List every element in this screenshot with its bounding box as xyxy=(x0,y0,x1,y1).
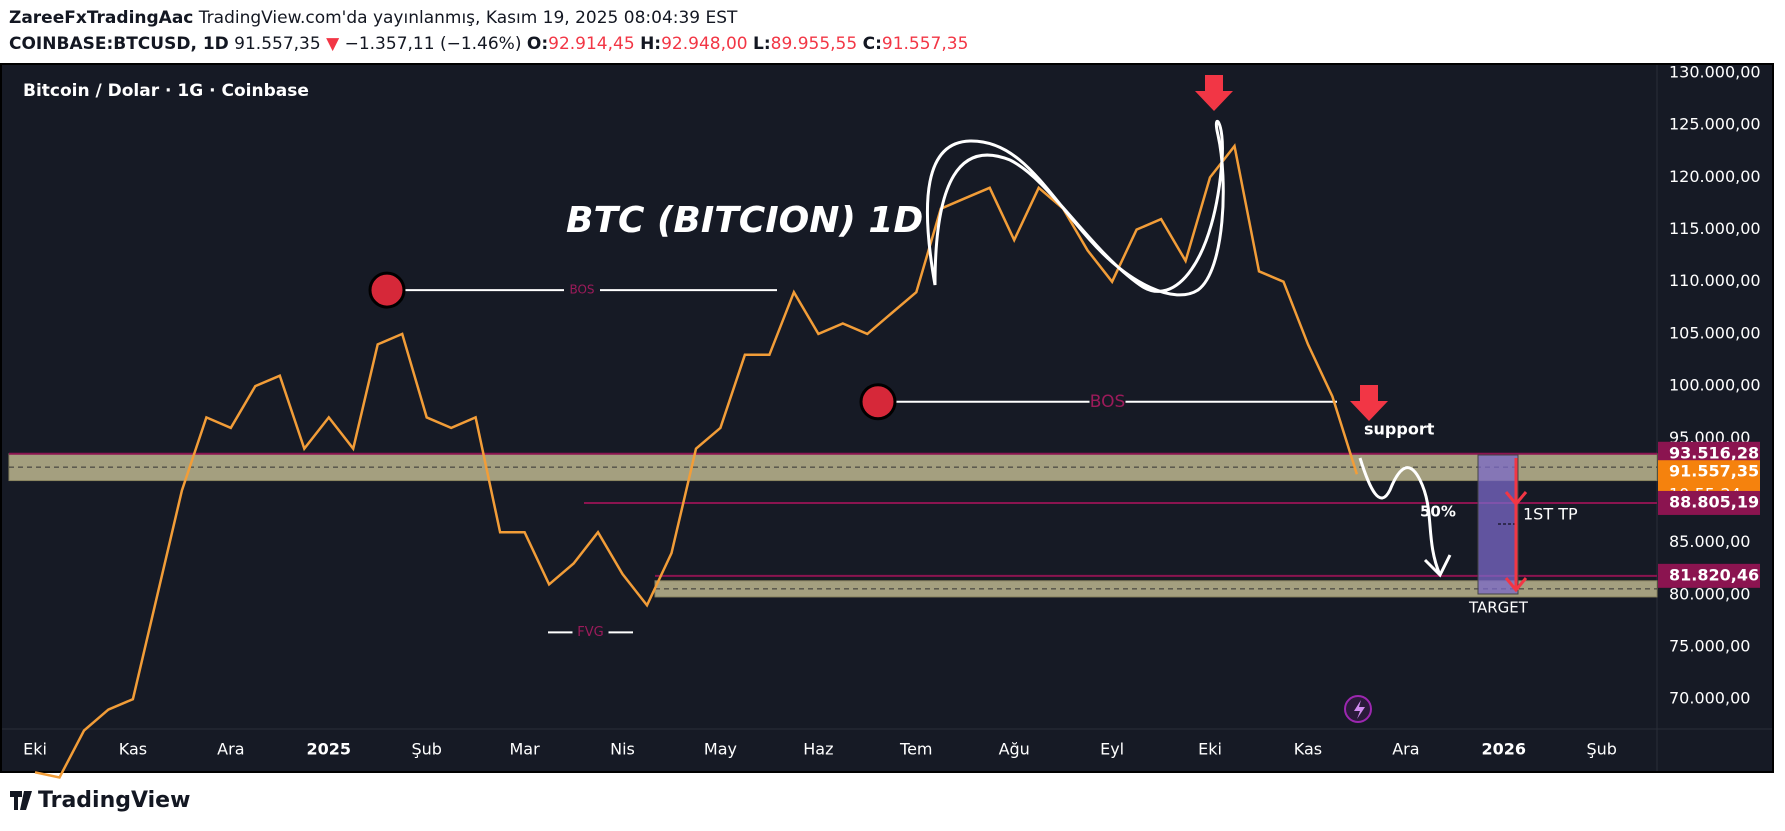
x-tick-label: Eki xyxy=(1198,740,1222,759)
price-line-series xyxy=(34,143,1359,779)
y-tick-label: 110.000,00 xyxy=(1669,271,1761,290)
projection-arrowhead xyxy=(1423,554,1452,578)
y-tick-label: 100.000,00 xyxy=(1669,376,1761,395)
y-tick-label: 130.000,00 xyxy=(1669,63,1761,82)
annotation: 50% xyxy=(1420,503,1456,521)
pattern-sketch xyxy=(925,119,1225,297)
y-tick-label: 85.000,00 xyxy=(1669,532,1750,551)
chart-title: BTC (BITCION) 1D xyxy=(566,200,923,241)
quote-line: COINBASE:BTCUSD, 1D 91.557,35 ▼ −1.357,1… xyxy=(9,34,968,54)
level-label: BOS xyxy=(1090,392,1126,412)
x-tick-label: Eki xyxy=(23,740,47,759)
x-tick-label: Mar xyxy=(510,740,541,759)
x-tick-label: 2026 xyxy=(1482,740,1527,759)
price-label: 93.516,28 xyxy=(1669,443,1759,462)
h-label: H: xyxy=(640,34,661,54)
projection-path xyxy=(1358,457,1442,576)
support-arrow xyxy=(1350,385,1388,421)
chart-frame xyxy=(0,63,1774,773)
y-tick-label: 70.000,00 xyxy=(1669,689,1750,708)
x-tick-label: Şub xyxy=(411,740,441,759)
h: 92.948,00 xyxy=(661,34,748,54)
x-tick-label: 2025 xyxy=(306,740,351,759)
y-tick-label: 105.000,00 xyxy=(1669,323,1761,342)
published: TradingView.com'da yayınlanmış, Kasım 19… xyxy=(198,8,738,28)
price-label: 88.805,19 xyxy=(1669,492,1759,511)
change: −1.357,11 (−1.46%) xyxy=(345,34,522,54)
level-label-bg xyxy=(564,281,600,300)
x-tick-label: Eyl xyxy=(1100,740,1124,759)
c-label: C: xyxy=(863,34,882,54)
x-tick-label: Haz xyxy=(803,740,833,759)
target-box xyxy=(1477,454,1519,595)
price-label-box xyxy=(1658,490,1760,515)
level-label-bg xyxy=(572,623,609,642)
annotation: 1ST TP xyxy=(1523,505,1578,524)
x-tick-label: Ara xyxy=(217,740,244,759)
x-tick-label: Ara xyxy=(1392,740,1419,759)
target-arrowheads xyxy=(1504,491,1528,593)
alert-bolt xyxy=(1354,700,1365,719)
price-label: 81.820,46 xyxy=(1669,565,1759,584)
brand: TradingView xyxy=(38,788,190,813)
annotation: TARGET xyxy=(1468,599,1529,617)
x-tick-label: Şub xyxy=(1586,740,1616,759)
y-tick-label: 75.000,00 xyxy=(1669,637,1750,656)
annotation: support xyxy=(1364,420,1435,439)
o-label: O: xyxy=(527,34,548,54)
l-label: L: xyxy=(753,34,771,54)
logo-mark xyxy=(10,791,32,810)
level-label-bg xyxy=(1089,392,1126,411)
level-label: BOS xyxy=(569,283,594,297)
price-label: 91.557,35 xyxy=(1669,462,1759,481)
last: 91.557,35 xyxy=(234,34,321,54)
level-label: FVG xyxy=(577,625,603,640)
x-tick-label: Nis xyxy=(610,740,635,759)
x-tick-label: Kas xyxy=(1294,740,1322,759)
l: 89.955,55 xyxy=(771,34,858,54)
y-tick-label: 115.000,00 xyxy=(1669,219,1761,238)
chart-subtitle: Bitcoin / Dolar · 1G · Coinbase xyxy=(23,81,309,101)
x-tick-label: Ağu xyxy=(999,740,1030,759)
header-line: ZareeFxTradingAac TradingView.com'da yay… xyxy=(9,8,738,28)
top-arrow xyxy=(1195,75,1233,111)
y-tick-label: 80.000,00 xyxy=(1669,584,1750,603)
change-arrow: ▼ xyxy=(326,34,340,54)
x-tick-label: May xyxy=(704,740,737,759)
y-tick-label: 125.000,00 xyxy=(1669,115,1761,134)
price-label-box xyxy=(1658,563,1760,588)
c: 91.557,35 xyxy=(882,34,969,54)
level-point xyxy=(859,383,897,421)
y-tick-label: 120.000,00 xyxy=(1669,167,1761,186)
plot: BOS BOS FVG xyxy=(8,143,1658,779)
author: ZareeFxTradingAac xyxy=(9,8,193,28)
x-tick-label: Tem xyxy=(899,740,932,759)
o: 92.914,45 xyxy=(548,34,635,54)
level-point xyxy=(368,271,406,309)
x-tick-label: Kas xyxy=(119,740,147,759)
symbol: COINBASE:BTCUSD, 1D xyxy=(9,34,229,54)
